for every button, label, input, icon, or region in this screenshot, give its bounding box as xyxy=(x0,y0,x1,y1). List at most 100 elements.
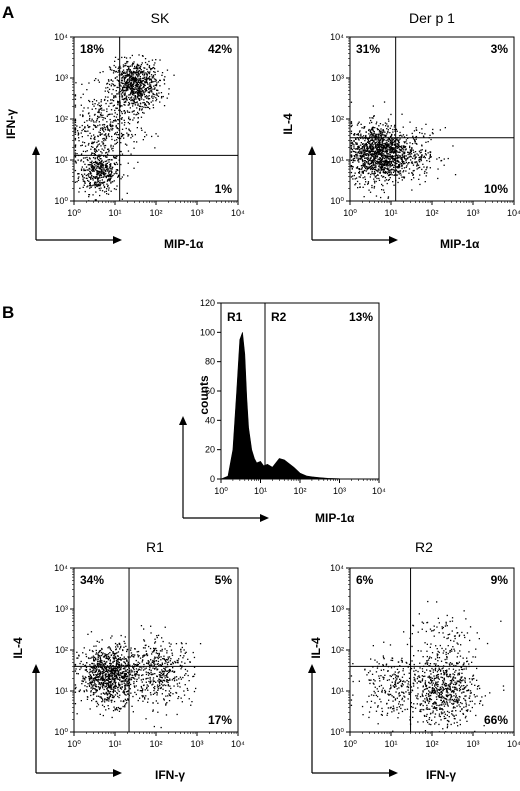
data-point xyxy=(356,178,357,179)
data-point xyxy=(122,687,123,688)
data-point xyxy=(79,691,80,692)
data-point xyxy=(125,663,126,664)
data-point xyxy=(99,655,100,656)
data-point xyxy=(363,128,364,129)
data-point xyxy=(135,134,136,135)
data-point xyxy=(371,132,372,133)
data-point xyxy=(99,642,100,643)
data-point xyxy=(139,698,140,699)
data-point xyxy=(165,627,166,628)
data-point xyxy=(94,184,95,185)
data-point xyxy=(121,73,122,74)
data-point xyxy=(84,678,85,679)
data-point xyxy=(147,71,148,72)
data-point xyxy=(121,118,122,119)
data-point xyxy=(160,680,161,681)
data-point xyxy=(90,185,91,186)
data-point xyxy=(99,156,100,157)
data-point xyxy=(137,162,138,163)
data-point xyxy=(164,83,165,84)
data-point xyxy=(186,643,187,644)
data-point xyxy=(368,133,369,134)
data-point xyxy=(172,655,173,656)
data-point xyxy=(381,165,382,166)
data-point xyxy=(141,128,142,129)
data-point xyxy=(89,126,90,127)
x-tick-label: 10² xyxy=(149,739,162,749)
data-point xyxy=(111,635,112,636)
data-point xyxy=(364,158,365,159)
data-point xyxy=(105,658,106,659)
data-point xyxy=(106,193,107,194)
data-point xyxy=(119,644,120,645)
data-point xyxy=(88,112,89,113)
data-point xyxy=(160,672,161,673)
data-point xyxy=(101,655,102,656)
data-point xyxy=(124,673,125,674)
data-point xyxy=(393,152,394,153)
data-point xyxy=(143,639,144,640)
data-point xyxy=(104,661,105,662)
data-point xyxy=(143,679,144,680)
data-point xyxy=(102,190,103,191)
y-tick-label: 40 xyxy=(205,415,215,425)
data-point xyxy=(390,174,391,175)
data-point xyxy=(152,89,153,90)
data-point xyxy=(75,703,76,704)
data-point xyxy=(105,176,106,177)
data-point xyxy=(189,698,190,699)
data-point xyxy=(425,142,426,143)
data-point xyxy=(142,657,143,658)
data-point xyxy=(94,148,95,149)
data-point xyxy=(404,141,405,142)
data-point xyxy=(352,162,353,163)
data-point xyxy=(161,637,162,638)
data-point xyxy=(147,655,148,656)
data-point xyxy=(94,99,95,100)
data-point xyxy=(370,151,371,152)
data-point xyxy=(81,169,82,170)
data-point xyxy=(105,686,106,687)
data-point xyxy=(86,157,87,158)
data-point xyxy=(402,159,403,160)
data-point xyxy=(143,99,144,100)
y-tick-label: 10³ xyxy=(331,604,344,614)
data-point xyxy=(102,130,103,131)
data-point xyxy=(127,110,128,111)
data-point xyxy=(403,147,404,148)
data-point xyxy=(359,153,360,154)
data-point xyxy=(136,107,137,108)
data-point xyxy=(88,144,89,145)
data-point xyxy=(417,168,418,169)
data-point xyxy=(108,646,109,647)
data-point xyxy=(143,67,144,68)
data-point xyxy=(78,178,79,179)
data-point xyxy=(169,700,170,701)
data-point xyxy=(136,665,137,666)
data-point xyxy=(141,625,142,626)
data-point xyxy=(116,707,117,708)
data-point xyxy=(380,151,381,152)
data-point xyxy=(105,139,106,140)
data-point xyxy=(117,128,118,129)
data-point xyxy=(120,667,121,668)
data-point xyxy=(397,166,398,167)
data-point xyxy=(382,142,383,143)
data-point xyxy=(144,74,145,75)
data-point xyxy=(117,693,118,694)
data-point xyxy=(416,162,417,163)
data-point xyxy=(381,154,382,155)
data-point xyxy=(106,683,107,684)
data-point xyxy=(146,682,147,683)
data-point xyxy=(134,674,135,675)
data-point xyxy=(133,73,134,74)
data-point xyxy=(375,135,376,136)
data-point xyxy=(141,675,142,676)
data-point xyxy=(114,163,115,164)
data-point xyxy=(121,654,122,655)
data-point xyxy=(84,174,85,175)
data-point xyxy=(84,685,85,686)
data-point xyxy=(75,138,76,139)
data-point xyxy=(187,670,188,671)
data-point xyxy=(97,158,98,159)
